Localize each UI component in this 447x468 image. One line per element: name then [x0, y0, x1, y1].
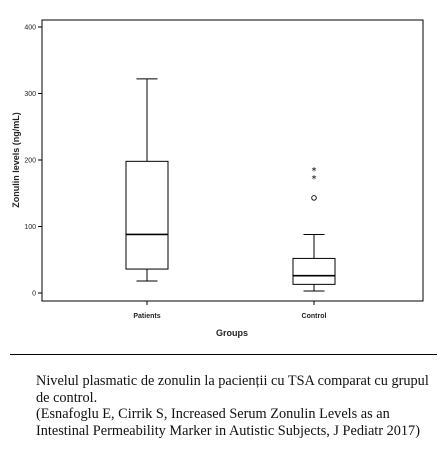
- y-tick-label: 300: [24, 91, 36, 98]
- y-tick-label: 100: [24, 224, 36, 231]
- caption-line-1: Nivelul plasmatic de zonulin la pacienți…: [36, 373, 429, 406]
- extreme-point: *: [312, 166, 317, 177]
- box-patients: [125, 78, 169, 282]
- iqr-box: [125, 160, 169, 270]
- caption-line-2: (Esnafoglu E, Cirrik S, Increased Serum …: [36, 406, 420, 439]
- y-axis-title: Zonulin levels (ng/mL): [11, 112, 21, 208]
- box-series: **: [125, 78, 336, 292]
- x-axis: Patients Control: [133, 301, 326, 320]
- box-control: **: [292, 166, 336, 292]
- iqr-box: [292, 257, 336, 285]
- extreme-point: *: [312, 174, 317, 185]
- y-tick-label: 400: [24, 25, 36, 32]
- x-tick-label: Patients: [133, 313, 160, 320]
- x-tick-label: Control: [302, 313, 327, 320]
- caption-divider: [10, 354, 437, 355]
- outlier-point: [311, 195, 317, 201]
- x-axis-title: Groups: [216, 328, 248, 338]
- plot-area: [41, 19, 424, 302]
- y-tick-label: 0: [32, 291, 36, 298]
- y-tick-label: 200: [24, 158, 36, 165]
- figure-caption: Nivelul plasmatic de zonulin la pacienți…: [36, 373, 442, 439]
- y-axis: 0 100 200 300 400: [24, 25, 42, 298]
